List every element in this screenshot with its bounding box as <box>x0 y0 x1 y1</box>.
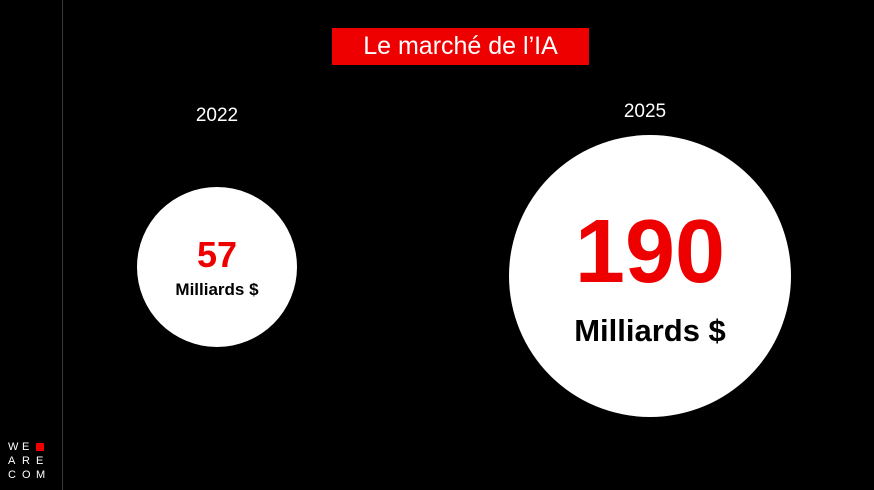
bubble-value-2022: 57 <box>196 233 238 275</box>
bubble-value-2025: 190 <box>574 201 726 302</box>
logo-red-square <box>36 443 44 451</box>
wearecom-logo: W E A R E C O M <box>8 440 58 482</box>
year-label-2025: 2025 <box>623 101 667 122</box>
bubble-unit-2025: Milliards $ <box>574 312 726 348</box>
vertical-divider <box>62 0 63 490</box>
bubble-unit-2022: Milliards $ <box>175 279 259 299</box>
logo-letter: E <box>22 441 30 453</box>
logo-letter: C <box>8 469 16 481</box>
logo-letter: M <box>36 469 46 481</box>
logo-letter: W <box>8 441 19 453</box>
bubble-2025: 190 Milliards $ <box>509 135 791 417</box>
logo-letter: A <box>8 455 16 467</box>
logo-letter: R <box>22 455 30 467</box>
logo-letter: E <box>36 455 44 467</box>
year-label-2022: 2022 <box>195 105 239 126</box>
logo-letter: O <box>22 469 31 481</box>
bubble-2022: 57 Milliards $ <box>137 187 297 347</box>
slide-title: Le marché de l’IA <box>332 28 589 65</box>
